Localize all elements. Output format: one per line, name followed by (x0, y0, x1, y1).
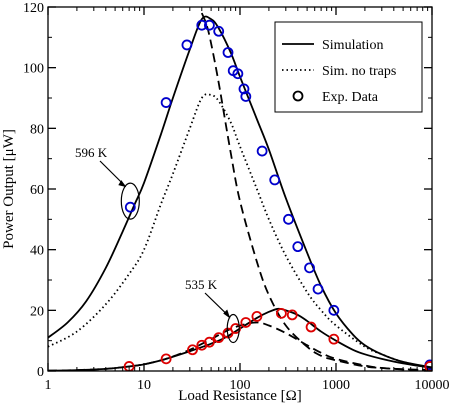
annotation-arrow-596k (99, 160, 125, 186)
data-point-6-4 (203, 336, 215, 348)
y-tick-label-4: 80 (30, 122, 44, 137)
x-tick-label-4: 10000 (415, 378, 450, 393)
annotation-arrowhead-535k (223, 309, 231, 319)
annotation-ellipse-535k (226, 313, 240, 344)
legend-label-simulation: Simulation (322, 38, 383, 53)
data-point-6-11 (286, 309, 298, 321)
data-point-6-8 (240, 317, 252, 328)
data-point-5-4 (203, 19, 215, 31)
data-point-5-10 (240, 91, 252, 102)
annotation-ellipse-596k (120, 182, 140, 220)
data-point-6-2 (187, 344, 198, 356)
y-tick-label-3: 60 (30, 183, 44, 198)
data-point-5-0 (124, 201, 136, 213)
data-point-5-6 (222, 47, 234, 58)
data-point-6-12 (305, 321, 317, 333)
data-point-6-13 (328, 333, 340, 345)
legend-box (274, 21, 423, 113)
legend-label-exp: Exp. Data (322, 90, 379, 105)
series-line-3 (48, 307, 432, 371)
legend-label-no-traps: Sim. no traps (322, 64, 396, 79)
annotation-label-535k: 535 K (185, 277, 218, 292)
annotation-label-596k: 596 K (75, 145, 108, 160)
x-axis-label: Load Resistance [Ω] (178, 388, 302, 404)
axis-ticks: 1 10 100 1000 10000 0 20 40 60 80 100 120 (23, 1, 450, 393)
legend-marker-exp (292, 90, 304, 102)
data-point-5-16 (312, 283, 324, 295)
data-point-5-8 (232, 68, 244, 80)
data-point-5-5 (213, 25, 225, 37)
data-point-5-14 (292, 241, 304, 253)
data-point-5-9 (238, 83, 250, 95)
series-line-1 (48, 93, 432, 369)
data-point-5-15 (304, 262, 315, 274)
data-point-5-12 (269, 174, 281, 186)
annotation-ellipses (120, 182, 240, 344)
annotations: 596 K 535 K (75, 145, 231, 319)
y-tick-label-6: 120 (23, 1, 44, 16)
data-point-6-7 (230, 323, 242, 334)
y-tick-label-0: 0 (37, 365, 44, 380)
data-point-5-13 (283, 213, 294, 225)
data-point-5-3 (196, 19, 208, 31)
data-point-6-5 (213, 332, 225, 344)
data-point-6-9 (251, 310, 263, 322)
y-tick-label-1: 20 (30, 304, 44, 319)
data-point-5-1 (160, 97, 172, 108)
legend: Simulation Sim. no traps Exp. Data (274, 21, 423, 113)
y-axis-label: Power Output [μW] (1, 129, 17, 249)
series-line-0 (48, 15, 432, 369)
x-tick-label-2: 100 (230, 378, 251, 393)
x-tick-label-0: 1 (45, 378, 52, 393)
x-tick-label-1: 10 (137, 378, 151, 393)
data-point-5-17 (328, 304, 340, 316)
data-point-5-2 (181, 39, 193, 51)
annotation-arrowhead-596k (118, 180, 127, 188)
y-tick-label-5: 100 (23, 62, 44, 77)
series-layer (48, 12, 432, 371)
y-tick-label-2: 40 (30, 244, 44, 259)
data-point-5-11 (256, 145, 268, 157)
x-tick-label-3: 1000 (322, 378, 350, 393)
data-point-6-10 (276, 307, 287, 319)
data-point-6-1 (160, 353, 172, 365)
